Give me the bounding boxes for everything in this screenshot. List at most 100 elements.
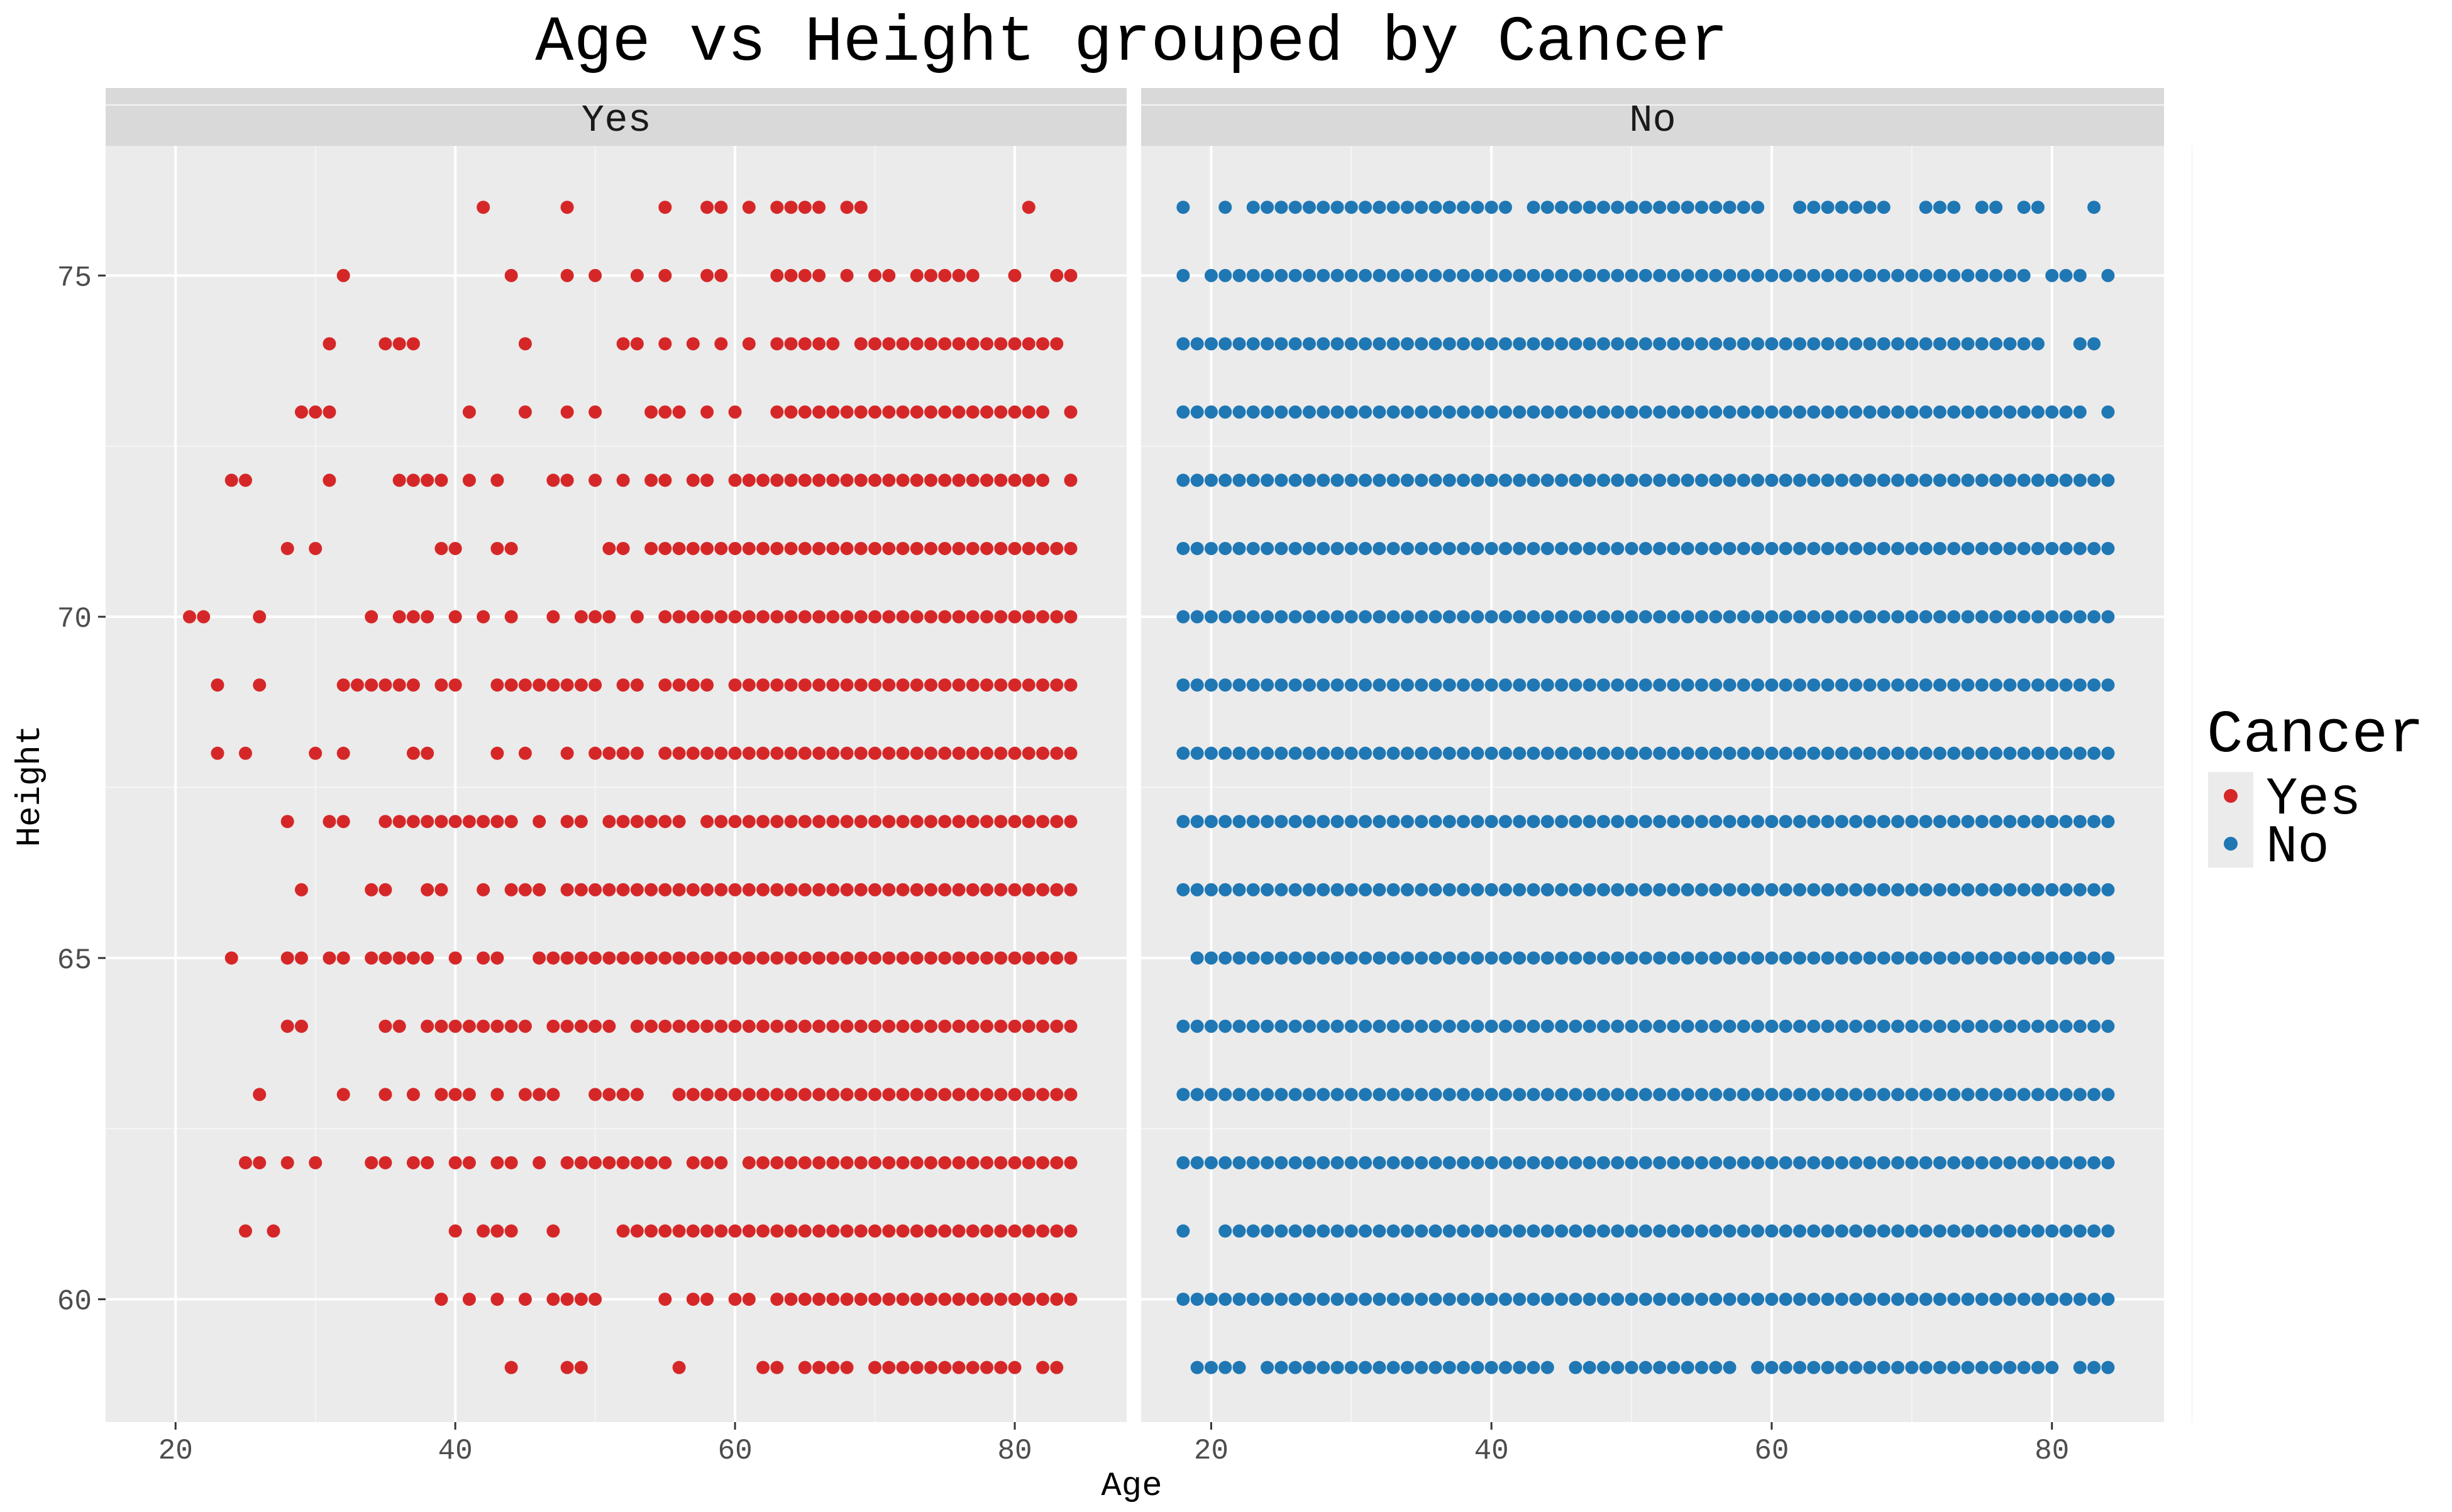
data-point <box>560 951 574 965</box>
data-point <box>2059 1156 2073 1169</box>
data-point <box>924 541 938 555</box>
y-tick-label: 75 <box>57 262 92 294</box>
data-point <box>1989 405 2003 419</box>
data-point <box>1709 1088 1723 1101</box>
data-point <box>1625 405 1638 419</box>
data-point <box>1919 405 1933 419</box>
legend-title: Cancer <box>2207 701 2424 770</box>
data-point <box>742 1088 756 1101</box>
data-point <box>1274 1019 1288 1033</box>
data-point <box>1975 883 1989 897</box>
data-point <box>994 541 1008 555</box>
data-point <box>490 541 504 555</box>
data-point <box>798 405 812 419</box>
data-point <box>756 1360 770 1374</box>
data-point <box>742 1224 756 1238</box>
data-point <box>1849 883 1863 897</box>
data-point <box>728 883 742 897</box>
data-point <box>700 541 714 555</box>
data-point <box>658 883 672 897</box>
data-point <box>2017 1019 2031 1033</box>
data-point <box>2045 1224 2059 1238</box>
data-point <box>1695 951 1709 965</box>
data-point <box>1891 678 1905 692</box>
data-point <box>1596 951 1610 965</box>
data-point <box>756 473 770 487</box>
data-point <box>1484 268 1498 282</box>
data-point <box>1596 405 1610 419</box>
data-point <box>378 1156 392 1169</box>
data-point <box>868 951 882 965</box>
data-point <box>798 268 812 282</box>
data-point <box>658 1224 672 1238</box>
data-point <box>1442 405 1456 419</box>
data-point <box>1989 1019 2003 1033</box>
data-point <box>938 405 952 419</box>
data-point <box>1317 1293 1330 1306</box>
data-point <box>1261 883 1274 897</box>
data-point <box>421 473 434 487</box>
data-point <box>1779 541 1792 555</box>
data-point <box>1359 337 1372 351</box>
data-point <box>1246 1293 1260 1306</box>
data-point <box>1569 951 1582 965</box>
data-point <box>1246 1156 1260 1169</box>
data-point <box>1891 541 1905 555</box>
data-point <box>1779 473 1792 487</box>
data-point <box>1891 1293 1905 1306</box>
data-point <box>1891 951 1905 965</box>
data-point <box>1765 746 1779 760</box>
data-point <box>1527 473 1540 487</box>
data-point <box>1218 1088 1232 1101</box>
data-point <box>588 473 602 487</box>
data-point <box>1288 1360 1302 1374</box>
data-point <box>966 541 980 555</box>
data-point <box>938 337 952 351</box>
data-point <box>1751 951 1765 965</box>
data-point <box>1625 1224 1638 1238</box>
data-point <box>1471 337 1484 351</box>
data-point <box>1821 1088 1835 1101</box>
data-point <box>2101 473 2115 487</box>
data-point <box>2017 815 2031 829</box>
data-point <box>602 746 616 760</box>
data-point <box>742 473 756 487</box>
data-point <box>1849 678 1863 692</box>
data-point <box>2031 337 2045 351</box>
data-point <box>560 473 574 487</box>
data-point <box>994 815 1008 829</box>
data-point <box>2087 610 2101 624</box>
data-point <box>1961 337 1975 351</box>
data-point <box>1246 473 1260 487</box>
data-point <box>1022 951 1035 965</box>
data-point <box>1905 1293 1919 1306</box>
data-point <box>448 610 462 624</box>
data-point <box>686 1088 700 1101</box>
data-point <box>756 883 770 897</box>
data-point <box>1330 746 1344 760</box>
data-point <box>1807 1156 1821 1169</box>
data-point <box>1989 1088 2003 1101</box>
data-point <box>1400 1293 1414 1306</box>
data-point <box>434 541 448 555</box>
data-point <box>2045 1019 2059 1033</box>
data-point <box>2045 883 2059 897</box>
data-point <box>1372 268 1386 282</box>
data-point <box>588 883 602 897</box>
data-point <box>2059 473 2073 487</box>
data-point <box>1190 1019 1204 1033</box>
data-point <box>1428 1019 1442 1033</box>
data-point <box>1863 541 1877 555</box>
data-point <box>1919 951 1933 965</box>
data-point <box>742 541 756 555</box>
data-point <box>1484 1224 1498 1238</box>
data-point <box>1008 1360 1022 1374</box>
data-point <box>1849 473 1863 487</box>
data-point <box>1582 1293 1596 1306</box>
data-point <box>1386 268 1400 282</box>
data-point <box>1036 815 1050 829</box>
data-point <box>1498 883 1512 897</box>
data-point <box>840 405 854 419</box>
data-point <box>1681 1293 1694 1306</box>
data-point <box>1695 337 1709 351</box>
